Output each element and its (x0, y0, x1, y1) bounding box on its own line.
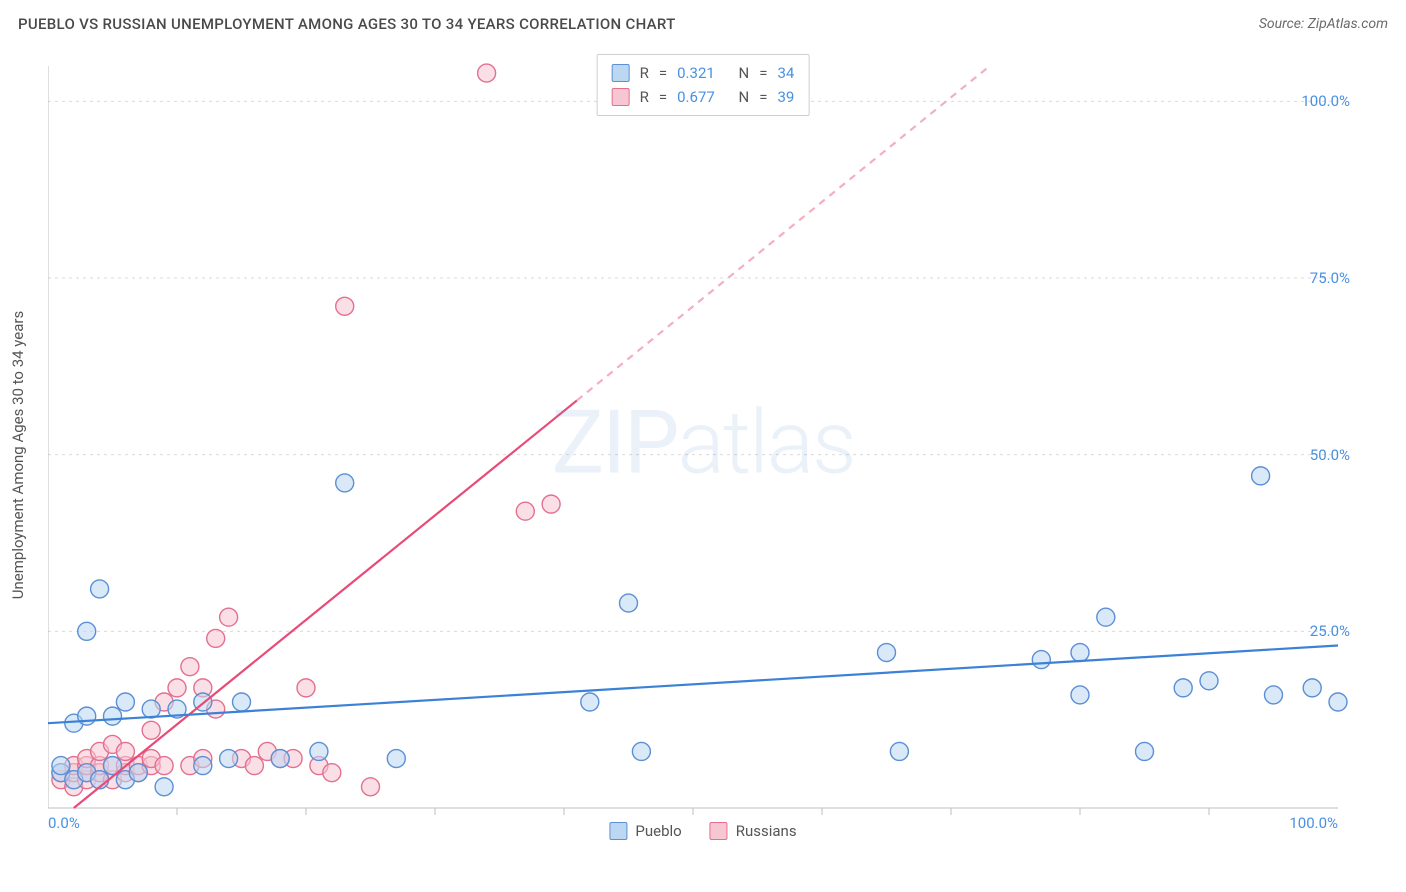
eq-sign: = (759, 61, 767, 85)
scatter-plot (48, 48, 1358, 838)
r-label: R (640, 61, 649, 85)
r-value-russians: 0.677 (677, 85, 715, 109)
legend-item-russians: Russians (710, 822, 797, 840)
n-label: N (739, 85, 750, 109)
source-attribution: Source: ZipAtlas.com (1259, 16, 1388, 32)
legend-item-pueblo: Pueblo (609, 822, 681, 840)
legend-row-russians: R = 0.677 N = 39 (612, 85, 795, 109)
y-tick-label: 50.0% (1310, 446, 1350, 464)
legend-label: Russians (736, 822, 797, 840)
series-legend: Pueblo Russians (609, 822, 796, 840)
r-value-pueblo: 0.321 (677, 61, 715, 85)
eq-sign: = (759, 85, 767, 109)
eq-sign: = (659, 61, 667, 85)
x-tick-label: 0.0% (48, 814, 80, 832)
swatch-pueblo (609, 822, 627, 840)
swatch-russians (612, 88, 630, 106)
legend-row-pueblo: R = 0.321 N = 34 (612, 61, 795, 85)
swatch-russians (710, 822, 728, 840)
n-label: N (739, 61, 750, 85)
y-axis-label: Unemployment Among Ages 30 to 34 years (9, 311, 27, 599)
y-tick-label: 100.0% (1301, 92, 1350, 110)
y-tick-label: 75.0% (1310, 269, 1350, 287)
eq-sign: = (659, 85, 667, 109)
n-value-pueblo: 34 (777, 61, 794, 85)
chart-area: ZIPatlas R = 0.321 N = 34 R = 0.677 N = … (48, 48, 1358, 838)
y-tick-label: 25.0% (1310, 622, 1350, 640)
swatch-pueblo (612, 64, 630, 82)
chart-title: PUEBLO VS RUSSIAN UNEMPLOYMENT AMONG AGE… (18, 15, 676, 33)
legend-label: Pueblo (635, 822, 681, 840)
x-tick-label: 100.0% (1289, 814, 1338, 832)
correlation-legend: R = 0.321 N = 34 R = 0.677 N = 39 (597, 54, 810, 116)
n-value-russians: 39 (777, 85, 794, 109)
r-label: R (640, 85, 649, 109)
